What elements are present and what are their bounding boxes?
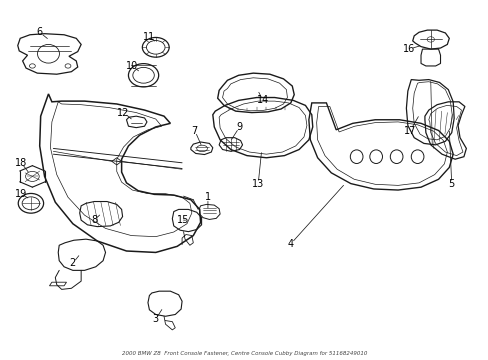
- Text: 15: 15: [177, 215, 189, 225]
- Text: 12: 12: [117, 108, 129, 118]
- Text: 14: 14: [256, 95, 268, 105]
- Text: 19: 19: [15, 189, 27, 199]
- Text: 10: 10: [126, 61, 138, 71]
- Text: 8: 8: [91, 215, 97, 225]
- Text: 3: 3: [152, 314, 159, 324]
- Text: 13: 13: [251, 179, 264, 189]
- Text: 2000 BMW Z8  Front Console Fastener, Centre Console Cubby Diagram for 5116824901: 2000 BMW Z8 Front Console Fastener, Cent…: [122, 351, 366, 356]
- Text: 4: 4: [287, 239, 293, 249]
- Text: 17: 17: [403, 126, 416, 135]
- Text: 7: 7: [191, 126, 198, 135]
- Text: 1: 1: [204, 192, 210, 202]
- Text: 16: 16: [403, 44, 415, 54]
- Text: 5: 5: [447, 179, 454, 189]
- Text: 2: 2: [70, 258, 76, 268]
- Text: 6: 6: [37, 27, 42, 37]
- Text: 9: 9: [236, 122, 242, 132]
- Text: 11: 11: [143, 32, 155, 41]
- Text: 18: 18: [15, 158, 27, 168]
